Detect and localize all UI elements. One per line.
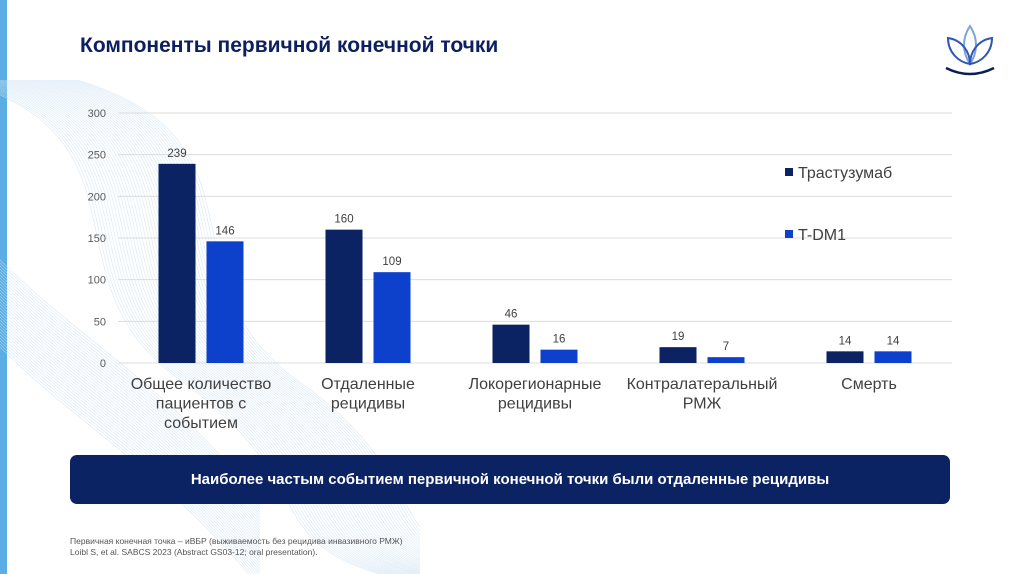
x-category-label: Смерть [841, 376, 897, 393]
footnote-citation: Loibl S, et al. SABCS 2023 (Abstract GS0… [70, 547, 318, 557]
background-waves [0, 80, 420, 574]
y-tick-label: 100 [88, 275, 106, 287]
bar-trastuzumab [826, 351, 864, 363]
bar-tdm1 [707, 357, 745, 363]
x-category-label: пациентов с [156, 396, 246, 413]
bar-tdm1 [874, 351, 912, 363]
data-label: 109 [382, 256, 401, 268]
data-label: 14 [839, 335, 852, 347]
data-label: 239 [167, 148, 186, 160]
footnote-definition: Первичная конечная точка – иВБР (выживае… [70, 536, 403, 546]
data-label: 46 [505, 309, 518, 321]
page-title: Компоненты первичной конечной точки [80, 34, 499, 57]
x-category-label: рецидивы [331, 396, 405, 413]
data-label: 19 [672, 331, 685, 343]
legend-swatch [785, 168, 793, 176]
bar-trastuzumab [325, 229, 363, 363]
bar-trastuzumab [492, 324, 530, 363]
x-category-label: Отдаленные [321, 376, 415, 393]
legend-label: T-DM1 [798, 227, 846, 244]
x-category-label: Контралатеральный [627, 376, 778, 393]
y-tick-label: 200 [88, 191, 106, 203]
y-tick-label: 50 [94, 316, 106, 328]
x-category-label: Локорегионарные [469, 376, 602, 393]
legend-swatch [785, 230, 793, 238]
y-tick-label: 150 [88, 233, 106, 245]
accent-bar [0, 0, 7, 574]
data-label: 146 [215, 225, 234, 237]
data-label: 14 [887, 335, 900, 347]
y-tick-label: 250 [88, 150, 106, 162]
bar-tdm1 [206, 241, 244, 363]
footnote: Первичная конечная точка – иВБР (выживае… [70, 536, 403, 558]
lotus-logo-icon [945, 24, 995, 76]
legend-label: Трастузумаб [798, 165, 892, 182]
bar-tdm1 [373, 272, 411, 363]
x-category-label: РМЖ [683, 396, 722, 413]
banner-text: Наиболее частым событием первичной конеч… [190, 471, 830, 488]
y-tick-label: 300 [88, 108, 106, 120]
bar-trastuzumab [158, 163, 196, 363]
x-category-label: Общее количество [131, 376, 272, 393]
x-category-label: событием [164, 415, 238, 432]
conclusion-banner: Наиболее частым событием первичной конеч… [70, 455, 950, 504]
data-label: 7 [723, 341, 729, 353]
data-label: 16 [553, 334, 566, 346]
bar-trastuzumab [659, 347, 697, 363]
y-tick-label: 0 [100, 358, 106, 370]
data-label: 160 [334, 214, 353, 226]
bar-chart: 0 50 100 150 200 250 300 239 146 160 109 46 16 19 7 14… [88, 108, 952, 432]
x-category-label: рецидивы [498, 396, 572, 413]
bar-tdm1 [540, 349, 578, 363]
